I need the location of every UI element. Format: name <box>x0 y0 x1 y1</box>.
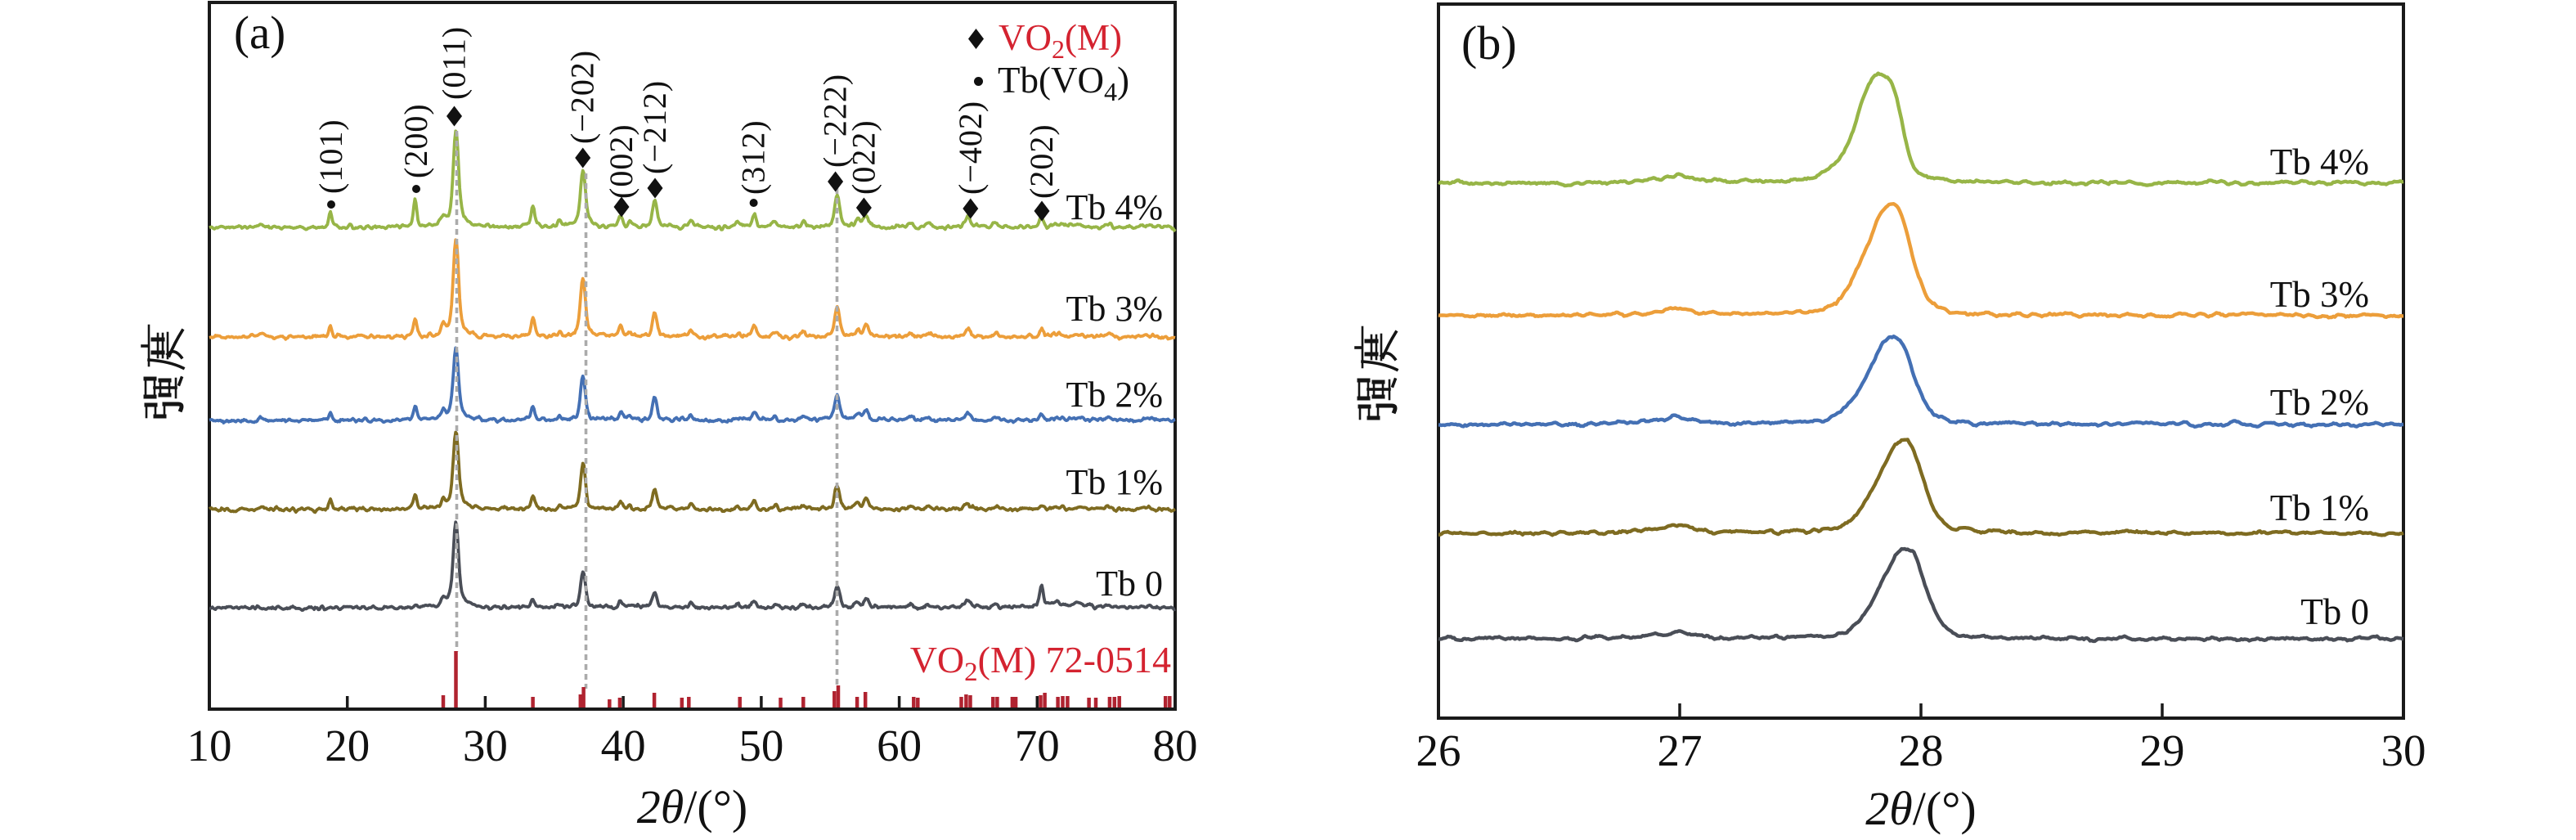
svg-text:40: 40 <box>601 721 646 770</box>
svg-text:Tb 2%: Tb 2% <box>2270 382 2369 423</box>
svg-text:(−212): (−212) <box>636 80 673 174</box>
svg-text:VO2(M): VO2(M) <box>999 17 1122 64</box>
svg-text:80: 80 <box>1153 721 1198 770</box>
svg-text:10: 10 <box>187 721 232 770</box>
svg-text:27: 27 <box>1658 725 1703 775</box>
svg-text:60: 60 <box>877 721 922 770</box>
svg-text:(−222): (−222) <box>817 74 854 168</box>
svg-text:Tb 1%: Tb 1% <box>1066 462 1163 502</box>
svg-text:Tb 2%: Tb 2% <box>1066 375 1163 415</box>
svg-text:29: 29 <box>2140 725 2185 775</box>
svg-text:50: 50 <box>738 721 783 770</box>
svg-text:2θ/(°): 2θ/(°) <box>637 780 747 833</box>
svg-text:Tb 0: Tb 0 <box>1096 564 1163 604</box>
svg-text:(011): (011) <box>436 26 473 100</box>
svg-text:Tb 1%: Tb 1% <box>2270 487 2369 528</box>
svg-text:Tb 4%: Tb 4% <box>2270 141 2369 182</box>
svg-text:(200): (200) <box>397 103 434 178</box>
svg-text:(−202): (−202) <box>564 50 601 144</box>
svg-text:VO2(M) 72-0514: VO2(M) 72-0514 <box>910 639 1171 687</box>
svg-text:Tb 3%: Tb 3% <box>2270 274 2369 315</box>
svg-text:(−402): (−402) <box>952 101 989 195</box>
svg-text:28: 28 <box>1899 725 1944 775</box>
svg-text:Tb 0: Tb 0 <box>2300 591 2369 632</box>
svg-text:30: 30 <box>463 721 508 770</box>
svg-text:(202): (202) <box>1023 124 1060 199</box>
svg-text:Tb 4%: Tb 4% <box>1066 187 1163 227</box>
svg-text:(022): (022) <box>845 119 882 195</box>
svg-text:2θ/(°): 2θ/(°) <box>1865 782 1976 835</box>
svg-text:26: 26 <box>1416 725 1461 775</box>
svg-text:Tb 3%: Tb 3% <box>1066 289 1163 329</box>
svg-text:(002): (002) <box>603 124 640 199</box>
svg-text:(a): (a) <box>234 7 285 59</box>
svg-text:20: 20 <box>325 721 370 770</box>
svg-text:70: 70 <box>1015 721 1060 770</box>
svg-text:(101): (101) <box>312 119 349 194</box>
svg-text:(b): (b) <box>1461 16 1517 70</box>
svg-text:(312): (312) <box>735 119 772 195</box>
svg-text:30: 30 <box>2381 725 2426 775</box>
svg-text:Tb(VO4): Tb(VO4) <box>998 60 1129 106</box>
